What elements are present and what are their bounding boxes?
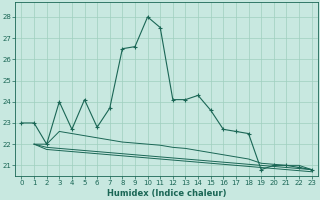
X-axis label: Humidex (Indice chaleur): Humidex (Indice chaleur) [107, 189, 226, 198]
